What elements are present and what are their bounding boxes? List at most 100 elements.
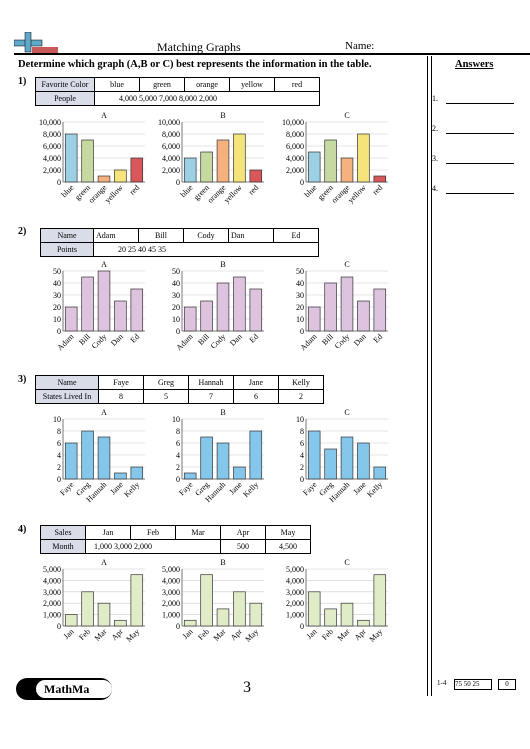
bar [307,430,321,480]
x-tick-label: Jan [305,627,319,641]
page-title: Matching Graphs [157,40,241,54]
y-tick-label: 0 [300,178,304,187]
chart-title: A [101,408,107,417]
score-range: 1-4 [437,679,447,687]
y-tick-label: 2,000 [43,599,61,608]
table-header: States Lived In [35,389,99,404]
y-tick-label: 10 [172,315,180,324]
x-tick-label: Ed [248,332,261,345]
bar [216,608,230,627]
x-tick-label: red [371,183,385,197]
bar [373,175,387,183]
y-tick-label: 8,000 [162,130,180,139]
y-tick-label: 5,000 [43,565,61,574]
y-tick-label: 10,000 [158,118,180,127]
data-table: Favorite Color blue green orange yellow … [35,77,320,106]
bar [216,139,230,183]
y-tick-label: 2 [57,463,61,472]
table-cell: 500 [220,539,266,554]
y-tick-label: 3,000 [43,588,61,597]
chart-title: B [220,260,225,269]
bar [216,442,230,480]
answer-4-label: 4. [432,184,438,193]
bar [200,574,213,627]
table-cell: 5 [143,389,189,404]
x-tick-label: May [124,627,141,644]
table-cell: 7 [188,389,234,404]
chart-title: A [101,260,107,269]
bar [130,157,144,183]
x-tick-label: Mar [93,627,109,643]
y-tick-label: 10 [53,415,61,424]
bar [81,430,94,480]
bar [307,306,321,332]
answer-4-line[interactable] [446,193,514,194]
y-tick-label: 4 [57,451,61,460]
bar [183,472,197,480]
y-tick-label: 10 [296,315,304,324]
table-header: Sales [40,525,86,540]
x-tick-label: May [367,627,384,644]
table-cell: 8 [98,389,144,404]
y-tick-label: 50 [53,267,61,276]
data-table: Name Adam Bill Cody Dan Ed Points 20 25 … [40,228,319,257]
y-tick-label: 8 [300,427,304,436]
bar [183,306,197,332]
x-tick-label: Kelly [365,480,384,499]
bar [373,574,387,627]
table-header: People [35,91,95,106]
y-tick-label: 4,000 [43,576,61,585]
bar [114,619,127,627]
x-tick-label: Feb [320,627,335,642]
bar [340,276,354,332]
question-number: 3) [18,374,27,385]
y-tick-label: 3,000 [162,588,180,597]
bar [64,133,78,183]
y-tick-label: 0 [57,178,61,187]
y-tick-label: 8,000 [286,130,304,139]
x-tick-label: May [243,627,260,644]
x-tick-label: Dan [352,332,368,348]
y-tick-label: 0 [57,622,61,631]
bar [183,157,197,183]
bar [357,133,370,183]
bar [324,448,337,480]
mathmats-logo: MathMa [16,678,112,700]
bar [183,619,197,627]
answer-3-line[interactable] [446,163,514,164]
bar [97,436,111,480]
x-tick-label: Cody [209,332,228,351]
bar [200,436,213,480]
y-tick-label: 6 [57,439,61,448]
y-tick-label: 6 [300,439,304,448]
chart-title: C [344,111,349,120]
y-tick-label: 3,000 [286,588,304,597]
table-cell: 2 [278,389,324,404]
bar [64,614,78,627]
y-tick-label: 0 [176,475,180,484]
y-tick-label: 2,000 [43,166,61,175]
y-tick-label: 10,000 [282,118,304,127]
bar [97,602,111,627]
answer-1-line[interactable] [446,103,514,104]
bar [340,157,354,183]
answer-2-line[interactable] [446,133,514,134]
y-tick-label: 40 [296,279,304,288]
x-tick-label: Cody [90,332,109,351]
x-tick-label: Apr [110,627,125,642]
table-cell: red [274,77,320,92]
y-tick-label: 0 [300,327,304,336]
table-cell: 4,000 5,000 7,000 8,000 2,000 [94,91,320,106]
bar [216,282,230,332]
name-label: Name: [345,40,375,52]
y-tick-label: 0 [176,178,180,187]
x-tick-label: red [128,183,142,197]
y-tick-label: 40 [53,279,61,288]
logo-cross-icon [13,31,58,54]
y-tick-label: 4,000 [162,154,180,163]
bar [357,619,370,627]
y-tick-label: 2,000 [286,166,304,175]
x-tick-label: Kelly [122,480,141,499]
bar [233,133,246,183]
answer-2-label: 2. [432,124,438,133]
